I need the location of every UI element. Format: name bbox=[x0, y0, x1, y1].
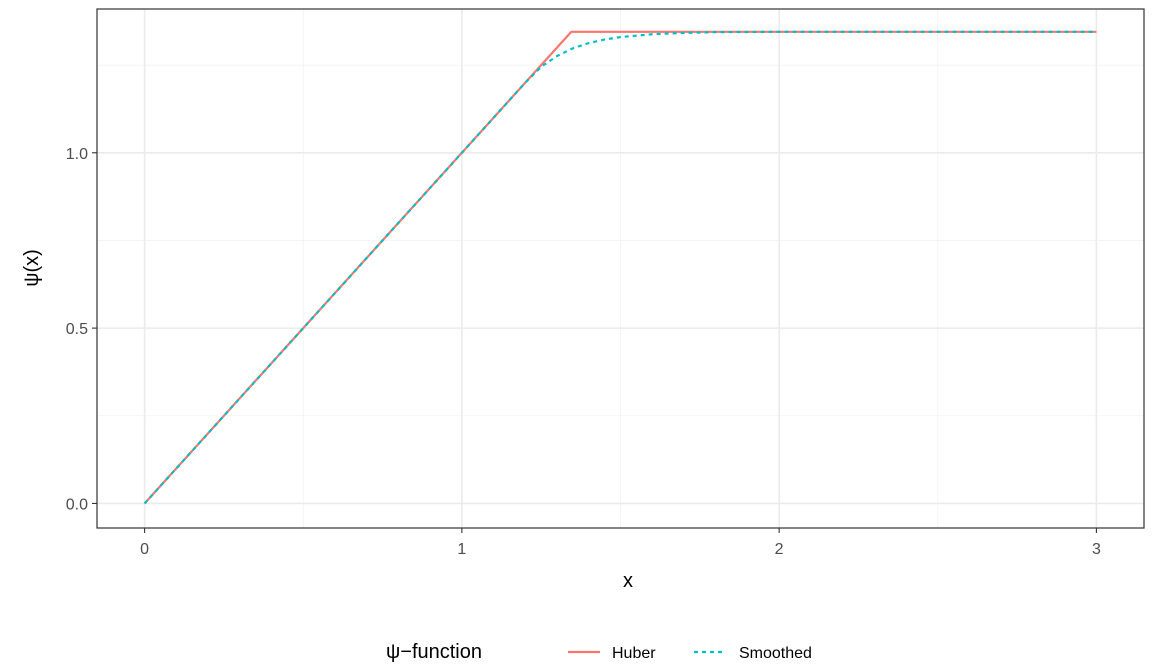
x-tick-label: 0 bbox=[140, 541, 149, 558]
legend-label-huber: Huber bbox=[612, 645, 656, 662]
x-axis-title: x bbox=[623, 570, 633, 592]
y-tick-label: 0.5 bbox=[66, 321, 88, 338]
y-tick-label: 1.0 bbox=[66, 146, 88, 163]
legend-label-smoothed: Smoothed bbox=[739, 645, 812, 662]
legend-title: ψ−function bbox=[386, 641, 482, 663]
series-line-smoothed bbox=[143, 30, 1097, 505]
legend: ψ−function Huber Smoothed bbox=[386, 641, 812, 663]
series-line-huber bbox=[143, 30, 1097, 505]
series-lines bbox=[143, 30, 1097, 505]
y-tick-label: 0.0 bbox=[66, 496, 88, 513]
grid-major bbox=[97, 9, 1144, 528]
panel-border bbox=[96, 8, 1145, 529]
x-tick-label: 3 bbox=[1092, 541, 1101, 558]
grid-minor bbox=[97, 9, 1144, 528]
x-tick-label: 2 bbox=[775, 541, 784, 558]
y-axis-title: ψ(x) bbox=[21, 249, 43, 287]
x-axis: 0 1 2 3 bbox=[140, 528, 1101, 558]
y-axis: 0.0 0.5 1.0 bbox=[66, 146, 97, 513]
x-tick-label: 1 bbox=[457, 541, 466, 558]
